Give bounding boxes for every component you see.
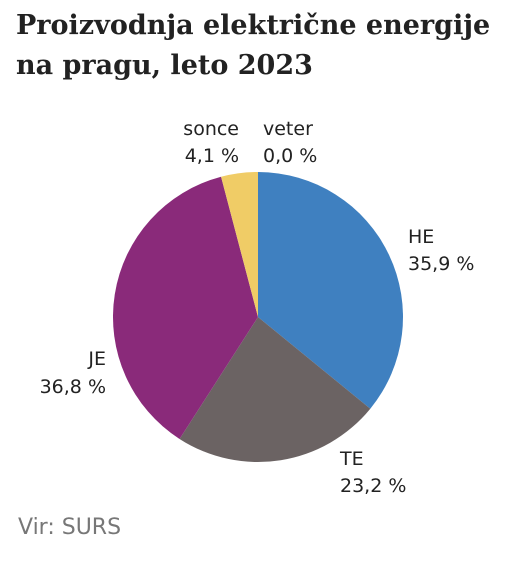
pie-slice-te xyxy=(179,317,371,462)
slice-value: 36,8 % xyxy=(40,376,106,398)
slice-value: 0,0 % xyxy=(263,145,317,167)
pie-slices xyxy=(112,172,403,462)
chart-title: Proizvodnja električne energije na pragu… xyxy=(16,10,491,81)
pie-slice-sonce xyxy=(221,172,258,317)
slice-label-he: HE 35,9 % xyxy=(408,226,474,275)
slice-label-je: JE 36,8 % xyxy=(40,348,106,398)
slice-value: 23,2 % xyxy=(340,475,406,497)
slice-label-sonce: sonce 4,1 % xyxy=(183,118,239,167)
slice-name: JE xyxy=(87,348,106,370)
slice-label-te: TE 23,2 % xyxy=(339,448,406,497)
source-note: Vir: SURS xyxy=(18,515,122,540)
slice-name: veter xyxy=(263,118,313,140)
slice-value: 4,1 % xyxy=(185,145,239,167)
slice-name: sonce xyxy=(183,118,239,140)
slice-label-veter: veter 0,0 % xyxy=(263,118,317,167)
slice-name: TE xyxy=(339,448,364,470)
pie-slice-he xyxy=(258,172,403,409)
pie-slice-je xyxy=(112,176,258,439)
slice-name: HE xyxy=(408,226,434,248)
slice-value: 35,9 % xyxy=(408,253,474,275)
